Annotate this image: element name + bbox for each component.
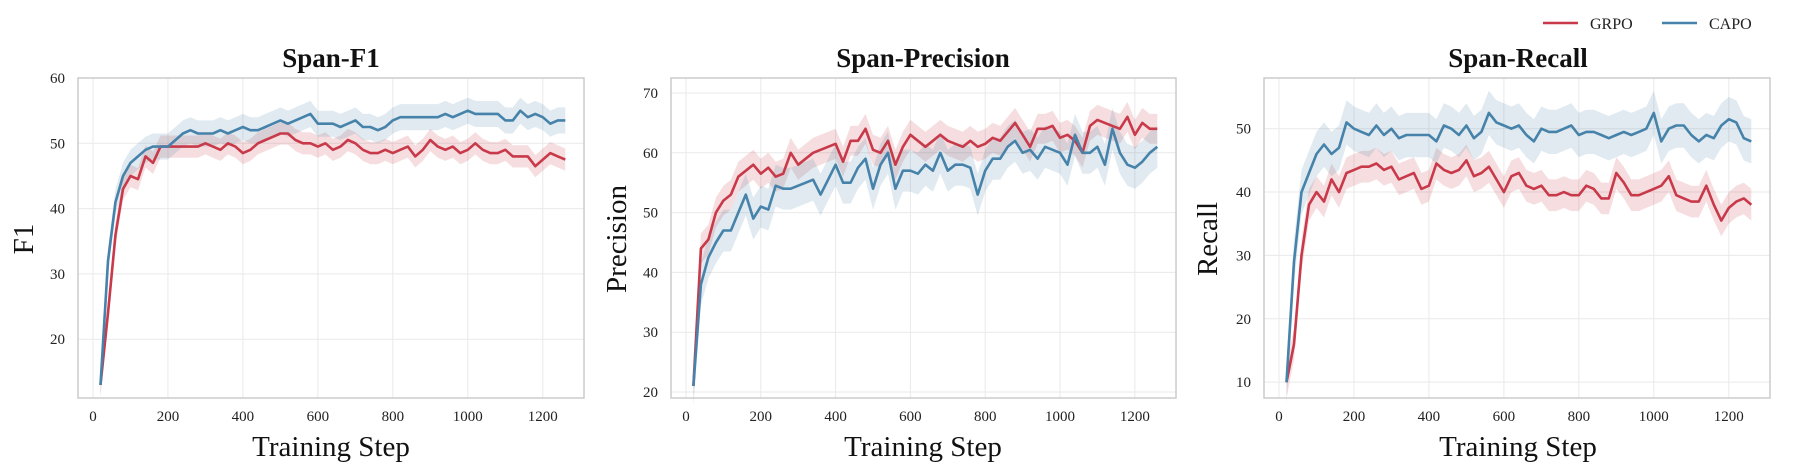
legend-item-capo: CAPO — [1662, 16, 1752, 33]
series-group — [99, 97, 566, 398]
legend-item-grpo: GRPO — [1543, 16, 1633, 33]
x-tick-label: 400 — [232, 409, 255, 425]
y-tick-label: 30 — [50, 267, 65, 283]
series-line-capo — [99, 109, 566, 385]
legend-label-capo: CAPO — [1709, 16, 1752, 33]
plot-frame — [670, 77, 1177, 399]
grid — [671, 78, 1176, 398]
y-tick-label: 30 — [643, 325, 658, 341]
y-tick-label: 20 — [643, 385, 658, 401]
x-tick-label: 1000 — [453, 409, 483, 425]
x-tick-label: 200 — [157, 409, 180, 425]
y-tick-label: 50 — [50, 136, 65, 152]
series-line-grpo — [99, 132, 566, 386]
x-tick-label: 0 — [682, 409, 690, 425]
x-tick-label: 800 — [382, 409, 405, 425]
plot-frame — [1263, 77, 1771, 399]
x-tick-label: 400 — [824, 409, 847, 425]
y-tick-label: 70 — [643, 86, 658, 102]
y-tick-label: 30 — [1236, 248, 1251, 264]
series-line-grpo — [1285, 159, 1753, 383]
y-tick-label: 40 — [50, 202, 65, 218]
series-line-capo — [692, 127, 1159, 387]
chart-title: Span-F1 — [282, 43, 380, 73]
legend: GRPO CAPO — [1543, 16, 1752, 33]
y-tick-label: 40 — [643, 265, 658, 281]
x-axis-label: Training Step — [252, 431, 410, 463]
y-tick-label: 60 — [50, 71, 65, 87]
y-tick-label: 40 — [1236, 185, 1251, 201]
y-tick-label: 50 — [643, 206, 658, 222]
x-tick-label: 800 — [974, 409, 997, 425]
x-axis-label: Training Step — [1439, 431, 1597, 463]
x-tick-label: 600 — [1493, 409, 1516, 425]
x-tick-label: 1200 — [1120, 409, 1150, 425]
x-tick-label: 1200 — [528, 409, 558, 425]
confidence-band-capo — [1286, 90, 1752, 405]
x-tick-label: 1000 — [1045, 409, 1075, 425]
x-tick-label: 400 — [1418, 409, 1441, 425]
x-tick-label: 200 — [750, 409, 773, 425]
y-axis-label: F1 — [8, 224, 40, 255]
series-line-capo — [1285, 111, 1752, 383]
x-tick-label: 0 — [1275, 409, 1283, 425]
y-tick-label: 10 — [1236, 375, 1251, 391]
confidence-band-grpo — [100, 122, 566, 397]
chart-span-f1: Span-F1 Training Step F1 0 200 400 600 800 10… — [8, 43, 585, 463]
series-group — [1285, 90, 1753, 405]
chart-title: Span-Recall — [1448, 43, 1588, 73]
x-tick-label: 600 — [307, 409, 330, 425]
y-tick-label: 20 — [1236, 312, 1251, 328]
legend-label-grpo: GRPO — [1590, 16, 1633, 33]
y-tick-label: 60 — [643, 146, 658, 162]
chart-span-precision: Span-Precision Training Step Precision 0… — [601, 43, 1177, 463]
x-tick-label: 800 — [1568, 409, 1591, 425]
confidence-band-grpo — [1286, 144, 1752, 398]
x-tick-label: 200 — [1343, 409, 1366, 425]
y-tick-label: 50 — [1236, 122, 1251, 138]
y-axis-label: Precision — [601, 185, 633, 293]
chart-span-recall: Span-Recall Training Step Recall 0 200 400… — [1192, 43, 1771, 463]
x-tick-label: 1200 — [1714, 409, 1744, 425]
x-tick-label: 0 — [89, 409, 97, 425]
confidence-band-capo — [693, 107, 1158, 408]
series-group — [692, 101, 1159, 408]
plot-frame — [77, 77, 585, 399]
x-tick-label: 600 — [899, 409, 922, 425]
y-tick-label: 20 — [50, 332, 65, 348]
y-axis-label: Recall — [1192, 202, 1224, 276]
x-axis-label: Training Step — [844, 431, 1002, 463]
chart-title: Span-Precision — [836, 43, 1010, 73]
x-tick-label: 1000 — [1639, 409, 1669, 425]
